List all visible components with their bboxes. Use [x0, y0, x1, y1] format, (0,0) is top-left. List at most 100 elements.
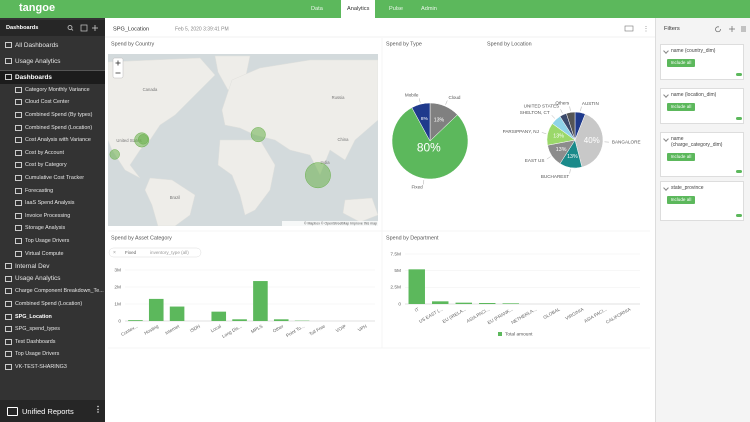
sidebar-item[interactable]: Category Monthly Variance [0, 84, 105, 97]
bar [232, 319, 247, 321]
item-icon [5, 301, 12, 308]
item-icon [5, 351, 12, 358]
item-label: Test Dashboards [15, 338, 56, 345]
bar [432, 301, 449, 304]
top-nav: Data Analytics Pulse Admin [105, 0, 750, 19]
country-label: China [338, 137, 350, 142]
logo-bar: tangoe [0, 0, 105, 18]
slice-label: EAST US [525, 158, 545, 163]
slice-label: Mobile [405, 93, 419, 98]
bar [128, 320, 143, 321]
chip-close: × [113, 250, 116, 256]
zoom-controls[interactable] [112, 57, 124, 79]
sidebar-item[interactable]: Invoice Processing [0, 210, 105, 223]
bar [502, 303, 519, 304]
sidebar-item[interactable]: Combined Spend (Location) [0, 121, 105, 134]
sidebar: tangoe Dashboards Unified Reports ⋮ All … [0, 0, 105, 422]
include-all-button[interactable]: Include all [667, 103, 695, 111]
sidebar-item[interactable]: Usage Analytics [0, 55, 105, 68]
filter-card: state_province Include all [660, 181, 744, 221]
y-tick-label: 0 [398, 301, 401, 307]
map-bubble [138, 134, 149, 145]
item-label: Combined Spend (Location) [15, 301, 83, 308]
header-icons[interactable] [66, 24, 102, 32]
sidebar-item[interactable]: Top Usage Drivers [0, 235, 105, 248]
sidebar-item[interactable]: Combined Spend (Location) [0, 298, 105, 311]
present-icon[interactable] [624, 25, 634, 32]
sidebar-item[interactable]: IaaS Spend Analysis [0, 197, 105, 210]
sidebar-item[interactable]: Top Usage Drivers [0, 348, 105, 361]
item-label: Storage Analysis [25, 225, 66, 232]
toggle[interactable] [736, 214, 742, 217]
slice-label: Fixed [411, 185, 423, 190]
sidebar-item[interactable]: SPG_spend_types [0, 323, 105, 336]
sidebar-item[interactable]: Forecasting [0, 184, 105, 197]
item-label: VK-TEST-SHARING3 [15, 364, 67, 371]
nav-tab[interactable]: Analytics [341, 0, 376, 19]
slice-label: SHELTON, CT [520, 110, 550, 115]
slice-label: AUSTIN [582, 101, 599, 106]
caret-icon [663, 185, 669, 191]
item-label: Combined Spend (Location) [25, 124, 93, 131]
sidebar-item[interactable]: Cloud Cost Center [0, 96, 105, 109]
item-label: Invoice Processing [25, 212, 71, 219]
sidebar-item[interactable]: VK-TEST-SHARING3 [0, 361, 105, 374]
sidebar-item[interactable]: Cost by Category [0, 159, 105, 172]
nav-tab[interactable]: Data [311, 6, 323, 12]
slice-label: BANGALORE [612, 140, 641, 145]
toggle[interactable] [736, 73, 742, 76]
include-all-button[interactable]: Include all [667, 59, 695, 67]
sidebar-item[interactable]: All Dashboards [0, 39, 105, 52]
item-icon [5, 74, 12, 81]
item-icon [15, 187, 22, 194]
item-label: Cost by Category [25, 162, 67, 169]
x-tick-label: VPN [357, 324, 368, 333]
map[interactable] [108, 54, 378, 226]
sidebar-item[interactable]: Usage Analytics [0, 273, 105, 286]
y-tick-label: 1M [114, 301, 121, 307]
include-all-button[interactable]: Include all [667, 196, 695, 204]
map-bubble [305, 162, 331, 189]
x-tick-label: Local [210, 324, 222, 334]
sidebar-item[interactable]: Charge Component Breakdown_Te... [0, 285, 105, 298]
sidebar-footer[interactable]: Unified Reports ⋮ [0, 400, 105, 422]
bar [148, 298, 164, 321]
leader-line [569, 169, 571, 174]
toggle[interactable] [736, 117, 742, 120]
filter-card: name (location_dim) Include all [660, 88, 744, 124]
item-icon [15, 137, 22, 144]
sidebar-item[interactable]: Internal Dev [0, 260, 105, 273]
slice-value-label: 13% [434, 117, 445, 123]
sidebar-item[interactable]: Virtual Compute [0, 247, 105, 260]
more-icon[interactable]: ⋮ [643, 27, 649, 33]
bar [253, 281, 268, 321]
sidebar-item[interactable]: Cumulative Cost Tracker [0, 172, 105, 185]
item-label: Usage Analytics [15, 57, 61, 65]
item-icon [15, 200, 22, 207]
sidebar-item[interactable]: SPG_Location [0, 310, 105, 323]
menu-dots[interactable]: ⋮ [94, 405, 102, 414]
filter-chip[interactable] [108, 247, 202, 258]
slice-label: Cloud [448, 95, 460, 100]
filter-tools[interactable] [714, 25, 748, 33]
filter-name: state_province [671, 185, 704, 191]
nav-tab[interactable]: Admin [421, 6, 437, 12]
sidebar-item[interactable]: Combined Spend (By types) [0, 109, 105, 122]
item-label: Dashboards [15, 73, 52, 81]
item-label: All Dashboards [15, 41, 59, 49]
sidebar-item[interactable]: Test Dashboards [0, 336, 105, 349]
sidebar-item[interactable]: Cost Analysis with Variance [0, 134, 105, 147]
sidebar-item[interactable]: Cost by Account [0, 147, 105, 160]
item-icon [5, 58, 12, 65]
y-tick-label: 5M [394, 268, 401, 274]
sidebar-item[interactable]: Dashboards [0, 71, 105, 84]
nav-tab[interactable]: Pulse [389, 6, 403, 12]
item-label: Virtual Compute [25, 250, 64, 257]
sidebar-item[interactable]: Storage Analysis [0, 222, 105, 235]
include-all-button[interactable]: Include all [667, 153, 695, 161]
toggle[interactable] [736, 170, 742, 173]
item-label: Cost by Account [25, 149, 64, 156]
slice-label: PARSIPPANY, NJ [503, 129, 539, 134]
item-label: Top Usage Drivers [25, 238, 70, 245]
